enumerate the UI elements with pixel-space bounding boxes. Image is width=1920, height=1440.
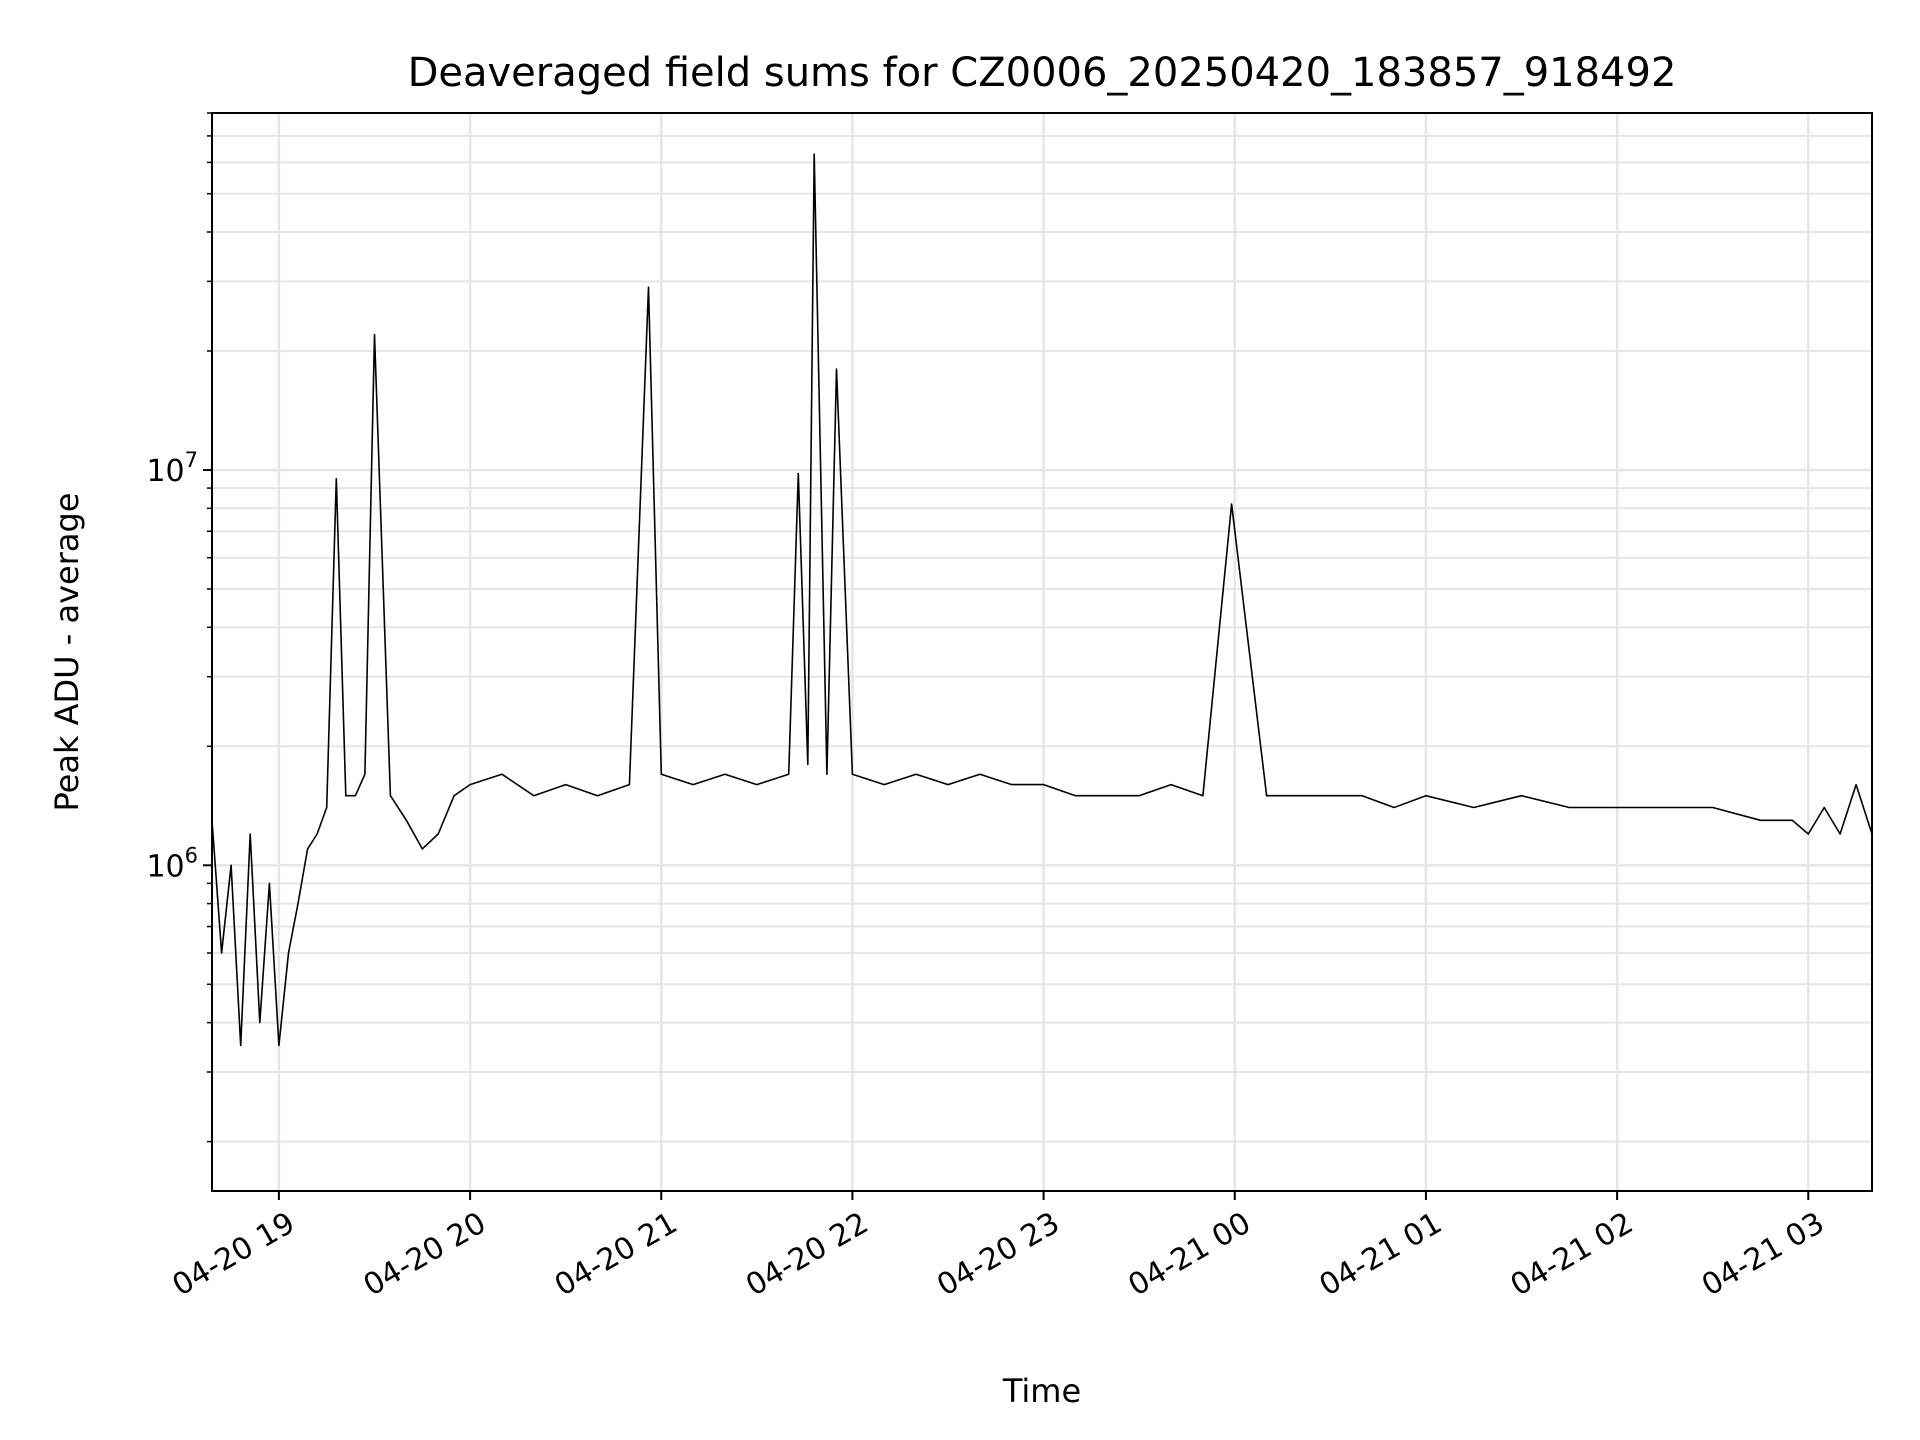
y-tick-label: 107: [146, 448, 198, 489]
series-layer: [211, 153, 1873, 1047]
series-line-0: [211, 153, 1873, 1047]
y-tick-label: 106: [146, 843, 198, 884]
grid: [212, 112, 1872, 1191]
y-axis: 106 107: [146, 112, 212, 1143]
plot-frame: [211, 112, 1873, 1192]
chart-title: Deaveraged field sums for CZ0006_2025042…: [408, 50, 1677, 96]
x-axis-label: Time: [1002, 1372, 1081, 1410]
y-axis-label: Peak ADU - average: [48, 493, 86, 812]
